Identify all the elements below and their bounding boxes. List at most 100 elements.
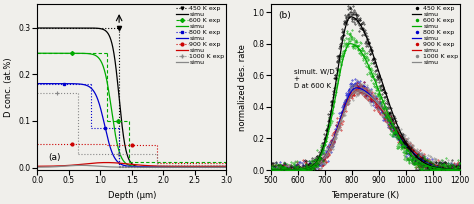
- Point: [386, 126, 394, 130]
- Point: [310, 165, 317, 168]
- Point: [309, 166, 317, 169]
- Point: [374, 74, 382, 77]
- Point: [305, 168, 312, 171]
- Point: [405, 146, 412, 150]
- Point: [295, 168, 303, 172]
- Point: [424, 158, 431, 161]
- Point: [313, 161, 321, 165]
- Point: [420, 159, 428, 162]
- Point: [357, 23, 365, 26]
- Point: [372, 102, 380, 105]
- Point: [411, 165, 419, 169]
- Point: [411, 154, 419, 158]
- Point: [352, 87, 359, 90]
- Point: [270, 168, 277, 172]
- Point: [448, 164, 456, 167]
- Point: [456, 168, 463, 171]
- Point: [337, 115, 344, 118]
- Point: [352, 46, 359, 49]
- Point: [441, 166, 448, 170]
- Point: [327, 148, 334, 151]
- Point: [381, 114, 389, 118]
- Point: [362, 39, 369, 42]
- Point: [444, 163, 451, 166]
- Point: [333, 61, 341, 64]
- Point: [313, 162, 321, 166]
- Point: [317, 155, 324, 159]
- Point: [364, 88, 371, 91]
- Point: [282, 168, 290, 172]
- Point: [434, 164, 441, 168]
- Point: [282, 168, 290, 172]
- Point: [420, 160, 428, 163]
- Point: [321, 136, 328, 140]
- Point: [398, 133, 405, 136]
- Point: [365, 91, 373, 94]
- Point: [393, 134, 401, 137]
- Point: [421, 164, 428, 167]
- Point: [282, 168, 289, 171]
- Point: [308, 167, 316, 170]
- Point: [304, 168, 312, 171]
- Point: [405, 147, 412, 151]
- Point: [298, 167, 305, 171]
- Point: [311, 163, 319, 166]
- Point: [406, 145, 414, 149]
- Point: [440, 168, 448, 172]
- Point: [341, 48, 349, 52]
- Point: [389, 121, 396, 124]
- Point: [326, 123, 334, 127]
- Point: [452, 165, 460, 168]
- Point: [453, 168, 460, 172]
- Point: [438, 168, 446, 171]
- Point: [347, 38, 355, 41]
- Point: [434, 163, 442, 166]
- Point: [377, 108, 384, 111]
- Point: [368, 93, 376, 97]
- Point: [278, 165, 286, 169]
- Point: [337, 115, 344, 119]
- Point: [405, 145, 413, 149]
- Point: [383, 100, 391, 103]
- Point: [379, 116, 387, 119]
- Point: [450, 168, 458, 172]
- Point: [323, 154, 330, 157]
- Point: [388, 125, 395, 129]
- Point: [317, 148, 325, 151]
- Point: [449, 168, 456, 172]
- Point: [335, 126, 342, 130]
- Point: [392, 129, 400, 133]
- Point: [295, 168, 302, 172]
- Point: [286, 164, 293, 167]
- Point: [409, 152, 416, 156]
- Point: [285, 166, 292, 169]
- Point: [369, 94, 376, 97]
- Point: [356, 89, 364, 93]
- Point: [452, 165, 459, 168]
- Point: [426, 166, 434, 169]
- Point: [357, 90, 365, 93]
- Point: [364, 97, 371, 100]
- Point: [452, 168, 459, 172]
- Point: [269, 168, 277, 172]
- Point: [278, 168, 285, 172]
- Point: [375, 76, 383, 79]
- Point: [270, 165, 278, 169]
- Point: [355, 85, 362, 89]
- Point: [362, 59, 370, 62]
- Point: [446, 167, 454, 170]
- Point: [267, 168, 275, 171]
- Point: [354, 89, 362, 92]
- Point: [304, 167, 312, 170]
- Point: [383, 121, 391, 124]
- Point: [349, 12, 357, 16]
- Point: [321, 153, 328, 156]
- Point: [408, 159, 416, 162]
- Point: [365, 92, 373, 95]
- Point: [313, 161, 320, 164]
- Point: [410, 160, 418, 163]
- Point: [321, 143, 328, 146]
- Point: [426, 168, 434, 172]
- Point: [427, 168, 434, 172]
- Point: [445, 165, 452, 169]
